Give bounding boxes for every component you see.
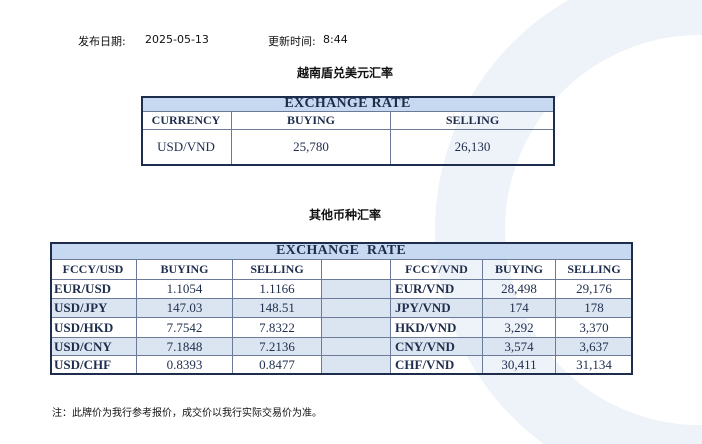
cell: 1.1054 [137, 280, 233, 299]
blank-cell [322, 318, 391, 338]
column-header: SELLING [233, 260, 322, 280]
blank-cell [322, 356, 391, 375]
cell: EUR/VND [391, 280, 483, 299]
blank-cell [322, 338, 391, 356]
cell: HKD/VND [391, 318, 483, 338]
blank-cell [322, 260, 391, 280]
cell: USD/CHF [50, 356, 137, 375]
column-header: BUYING [483, 260, 556, 280]
cell: 3,370 [556, 318, 633, 338]
cell: 26,130 [391, 130, 555, 165]
cell: USD/VND [141, 130, 232, 165]
cell: USD/CNY [50, 338, 137, 356]
time-label: 更新时间: [268, 35, 316, 48]
column-header: FCCY/VND [391, 260, 483, 280]
cell: JPY/VND [391, 299, 483, 318]
cell: EUR/USD [50, 280, 137, 299]
cell: 174 [483, 299, 556, 318]
date: 2025-05-13 [145, 33, 209, 46]
cell: 7.8322 [233, 318, 322, 338]
cell: 1.1166 [233, 280, 322, 299]
cell: 148.51 [233, 299, 322, 318]
blank-cell [322, 299, 391, 318]
column-header: SELLING [556, 260, 633, 280]
cell: 7.7542 [137, 318, 233, 338]
cell: 0.8477 [233, 356, 322, 375]
cell: USD/JPY [50, 299, 137, 318]
date-label: 发布日期: [78, 35, 126, 48]
note: 注：此牌价为我行参考报价，成交价以我行实际交易价为准。 [52, 408, 322, 419]
cell: 29,176 [556, 280, 633, 299]
column-header: FCCY/USD [50, 260, 137, 280]
cell: CNY/VND [391, 338, 483, 356]
cell: 25,780 [232, 130, 391, 165]
cell: 7.2136 [233, 338, 322, 356]
cell: 7.1848 [137, 338, 233, 356]
table-title: EXCHANGE RATE [141, 96, 555, 112]
cell: 30,411 [483, 356, 556, 375]
section-title: 越南盾兑美元汇率 [296, 66, 393, 80]
cell: 147.03 [137, 299, 233, 318]
time: 8:44 [323, 33, 348, 46]
column-header: CURRENCY [141, 112, 232, 130]
cell: 31,134 [556, 356, 633, 375]
column-header: BUYING [232, 112, 391, 130]
cell: USD/HKD [50, 318, 137, 338]
blank-cell [322, 280, 391, 299]
cell: 178 [556, 299, 633, 318]
cell: 3,637 [556, 338, 633, 356]
cell: 3,574 [483, 338, 556, 356]
cell: 3,292 [483, 318, 556, 338]
column-header: SELLING [391, 112, 555, 130]
column-header: BUYING [137, 260, 233, 280]
section-title: 其他币种汇率 [308, 208, 381, 222]
table-title: EXCHANGE RATE [50, 242, 633, 260]
cell: 28,498 [483, 280, 556, 299]
cell: CHF/VND [391, 356, 483, 375]
cell: 0.8393 [137, 356, 233, 375]
